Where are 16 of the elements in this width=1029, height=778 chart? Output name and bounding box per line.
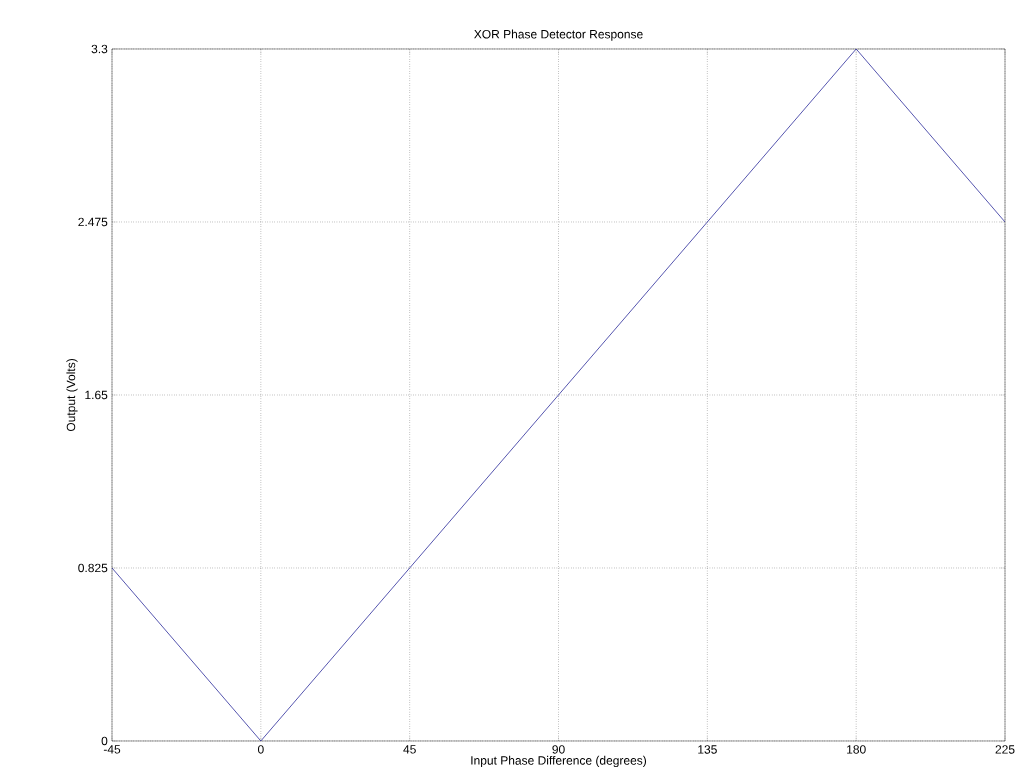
x-axis-title: Input Phase Difference (degrees) <box>471 755 647 768</box>
y-tick-label: 1.65 <box>85 390 108 400</box>
y-tick-label: 0 <box>101 736 108 746</box>
x-tick-label: -45 <box>103 745 121 754</box>
x-tick-label: 180 <box>847 745 866 754</box>
y-tick-label: 3.3 <box>91 44 108 54</box>
y-tick-label: 2.475 <box>78 217 108 227</box>
x-tick-label: 90 <box>552 745 565 754</box>
chart-title: XOR Phase Detector Response <box>474 29 643 41</box>
x-tick-label: 135 <box>698 745 717 754</box>
x-tick-label: 225 <box>995 745 1015 754</box>
x-tick-label: 0 <box>257 745 264 754</box>
line-series <box>112 48 1006 741</box>
x-tick-label: 45 <box>403 745 416 754</box>
y-axis-title: Output (Volts) <box>66 359 78 432</box>
y-tick-label: 0.825 <box>78 563 108 573</box>
